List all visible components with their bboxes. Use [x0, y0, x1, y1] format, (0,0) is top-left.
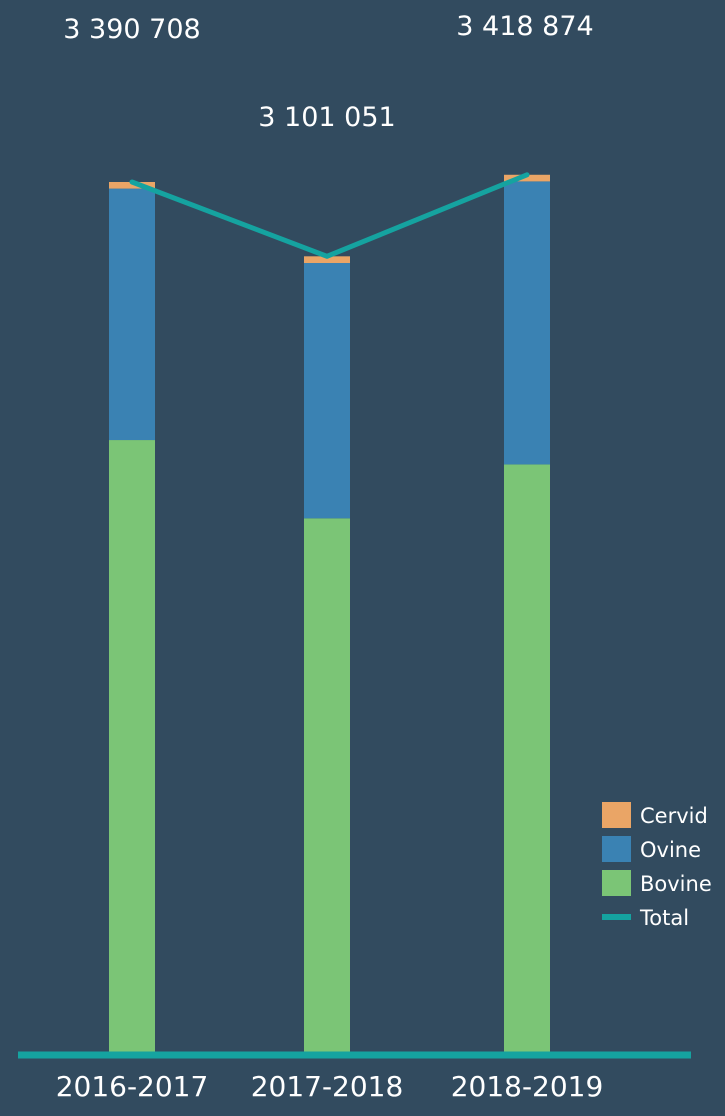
legend-swatch-bovine: [602, 870, 631, 896]
bar-ovine-2017-2018: [304, 263, 350, 519]
bar-bovine-2016-2017: [109, 440, 155, 1052]
legend-swatch-cervid: [602, 802, 631, 828]
legend-swatch-ovine: [602, 836, 631, 862]
legend-swatch-total: [602, 914, 631, 920]
bar-cervid-2016-2017: [109, 181, 155, 189]
legend: Cervid Ovine Bovine Total: [602, 802, 712, 930]
x-tick-label-2017-2018: 2017-2018: [251, 1070, 404, 1103]
series-line-total: [129, 172, 530, 259]
bar-bovine-2018-2019: [504, 464, 550, 1052]
x-tick-label-2016-2017: 2016-2017: [56, 1070, 209, 1103]
bar-bovine-2017-2018: [304, 518, 350, 1052]
legend-label-ovine: Ovine: [640, 838, 701, 862]
labels-layer: 3 390 708 3 101 051 3 418 874 2016-2017 2017…: [56, 11, 604, 1103]
bar-ovine-2016-2017: [109, 188, 155, 441]
legend-label-bovine: Bovine: [640, 872, 712, 896]
total-line-layer: [129, 172, 530, 259]
bars-layer: [109, 174, 550, 1052]
total-data-label-2018-2019: 3 418 874: [456, 11, 593, 42]
total-data-label-2017-2018: 3 101 051: [258, 102, 395, 133]
bar-cervid-2017-2018: [304, 256, 350, 263]
bar-ovine-2018-2019: [504, 181, 550, 465]
bar-cervid-2018-2019: [504, 174, 550, 182]
total-data-label-2016-2017: 3 390 708: [63, 14, 200, 45]
legend-label-cervid: Cervid: [640, 804, 708, 828]
x-tick-label-2018-2019: 2018-2019: [451, 1070, 604, 1103]
legend-label-total: Total: [639, 906, 689, 930]
